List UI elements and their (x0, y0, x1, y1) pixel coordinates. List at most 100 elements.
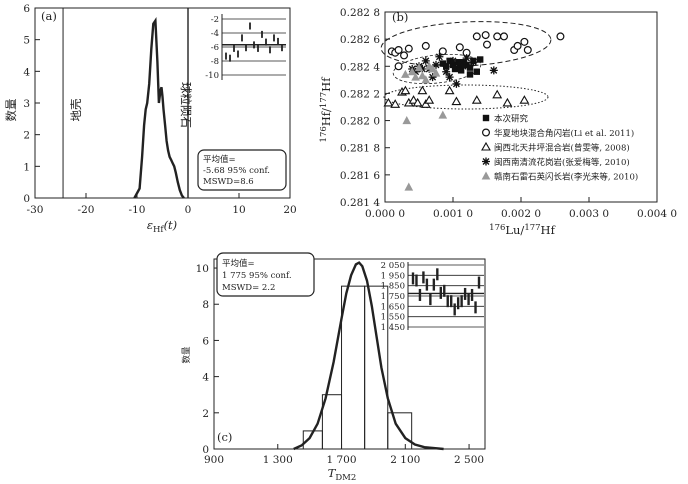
b-point-series-0 (460, 59, 467, 66)
a-ytick-label: 1 (23, 161, 30, 173)
b-point-series-2 (424, 95, 435, 104)
chondrite-label: 球粒陨石 (179, 82, 193, 128)
crust-label: 地壳 (69, 98, 83, 121)
b-point-series-2 (519, 95, 530, 104)
b-point-series-4 (431, 68, 441, 77)
b-ytick-label: 0.282 2 (340, 88, 380, 100)
b-point-series-1 (394, 62, 403, 71)
panel-a-stats-line2: -5.68 95% conf. (203, 166, 270, 176)
a-inset-ytick-label: -2 (211, 15, 219, 25)
b-legend-label-1: 华夏地块混合角闪岩(Li et al. 2011) (494, 128, 634, 139)
c-ytick-label: 0 (202, 444, 209, 456)
a-ytick-label: 6 (23, 3, 30, 15)
c-ytick-label: 8 (202, 299, 209, 311)
c-xtick-label: 1 300 (263, 454, 293, 466)
panel-a-y-title: 数量 (4, 99, 18, 122)
b-point-series-3 (459, 62, 468, 71)
b-ytick-label: 0.281 8 (340, 143, 380, 155)
b-point-series-4 (424, 61, 434, 70)
b-xtick-label: 0.002 0 (501, 208, 541, 220)
b-point-series-0 (466, 64, 474, 71)
panel-a-x-axis: -30 -20 -10 0 10 20 (27, 193, 297, 216)
b-point-series-0 (457, 67, 465, 74)
b-ytick-label: 0.282 8 (340, 7, 380, 19)
a-xtick-label: 10 (232, 204, 245, 216)
b-point-series-0 (466, 71, 474, 78)
b-point-series-1 (438, 47, 447, 56)
b-point-series-1 (483, 40, 492, 49)
b-point-series-3 (455, 59, 464, 68)
c-ytick-label: 4 (202, 372, 209, 384)
c-inset-ytick-label: 1 950 (381, 271, 405, 281)
b-point-series-3 (432, 60, 440, 69)
panel-c-stats-box (216, 252, 315, 297)
b-legend-marker-0 (482, 114, 490, 122)
c-xtick-label: 2 100 (390, 454, 420, 466)
panel-c-density-curve (293, 261, 444, 451)
b-xtick-label: 0.004 0 (637, 208, 677, 220)
c-histogram-bar (341, 285, 366, 450)
b-point-series-1 (455, 43, 464, 52)
b-point-series-2 (420, 99, 431, 108)
c-histogram-bar (387, 412, 413, 450)
b-point-series-2 (502, 97, 513, 107)
panel-b-y-axis: 0.281 4 0.281 6 0.281 8 0.282 0 0.282 2 0.282… (340, 7, 390, 209)
b-point-series-1 (404, 44, 413, 53)
a-ytick-label: 4 (23, 66, 30, 78)
c-xtick-label: 2 500 (454, 454, 484, 466)
a-inset-ytick-label: -4 (211, 29, 219, 39)
c-inset-ytick-label: 1 550 (381, 313, 405, 323)
b-point-series-3 (411, 67, 420, 76)
c-ytick-label: 10 (196, 263, 209, 275)
panel-a-label: (a) (41, 9, 57, 23)
a-ytick-label: 3 (23, 98, 30, 110)
b-point-series-1 (520, 37, 529, 46)
b-point-series-3 (449, 56, 457, 65)
panel-b-x-axis: 0.000 0 0.001 0 0.002 0 0.003 0 0.004 0 (365, 197, 677, 220)
b-point-series-1 (556, 32, 565, 41)
b-legend-marker-3 (482, 157, 490, 166)
b-point-series-1 (400, 51, 409, 60)
b-point-series-0 (477, 56, 484, 63)
a-xtick-label: 0 (185, 204, 192, 216)
b-point-series-2 (400, 85, 411, 95)
b-point-series-1 (513, 41, 522, 50)
b-point-series-3 (421, 56, 430, 65)
b-point-series-3 (435, 52, 444, 61)
b-legend-marker-1 (482, 128, 491, 137)
field-dotted-envelope (383, 84, 549, 110)
c-inset-ytick-label: 1 750 (381, 292, 405, 302)
b-point-series-4 (414, 63, 424, 72)
panel-a-stats-box (197, 149, 287, 191)
panel-a-stats-line1: 平均值= (203, 154, 236, 165)
panel-c-stats-line2: 1 775 95% conf. (222, 271, 292, 281)
b-point-series-1 (481, 31, 490, 40)
c-ytick-label: 6 (202, 335, 209, 347)
b-point-series-0 (473, 68, 480, 75)
b-point-series-3 (445, 73, 454, 82)
panel-b-y-title: 176Hf/177Hf (319, 77, 333, 143)
b-point-series-4 (407, 67, 417, 76)
b-legend-label-0: 本次研究 (494, 114, 529, 125)
b-point-series-2 (390, 99, 401, 108)
c-ytick-label: 2 (202, 408, 209, 420)
b-ytick-label: 0.281 6 (340, 170, 380, 182)
b-point-series-1 (421, 41, 430, 50)
b-point-series-3 (489, 66, 498, 75)
b-point-series-0 (449, 61, 457, 69)
b-point-series-4 (402, 116, 412, 125)
panel-c-y-title: 数量 (181, 346, 192, 364)
b-point-series-0 (439, 60, 446, 67)
b-point-series-1 (493, 32, 502, 41)
b-point-series-0 (443, 63, 450, 70)
b-legend-marker-4 (481, 171, 491, 180)
b-point-series-2 (383, 97, 394, 107)
c-inset-ytick-label: 2 050 (381, 261, 405, 271)
b-point-series-2 (417, 85, 428, 95)
panel-a-y-axis: 0 1 2 3 4 5 6 (23, 3, 40, 205)
